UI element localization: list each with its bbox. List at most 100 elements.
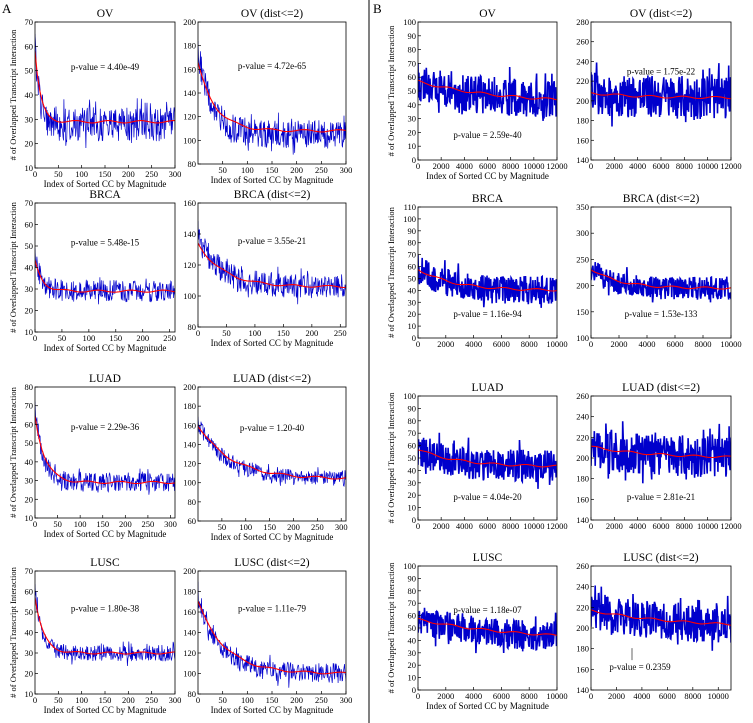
x-tick-label: 0 [589,521,593,531]
y-tick-label: 200 [183,566,196,576]
series-trend-line [591,609,731,626]
x-tick-label: 4000 [629,161,646,171]
series-raw-line [418,63,557,121]
series-raw-line [198,416,346,487]
y-tick-label: 260 [576,391,589,401]
x-tick-label: 150 [266,695,279,705]
y-tick-label: 60 [25,587,34,597]
y-axis-label: # of Overlapped Transcript Interaction [386,392,396,524]
x-tick-label: 200 [287,522,300,532]
series-trend-line [418,449,557,468]
y-tick-label: 160 [576,494,589,504]
x-tick-label: 250 [315,695,328,705]
y-tick-label: 20 [408,127,417,137]
y-tick-label: 120 [183,459,196,469]
y-tick-label: 10 [408,503,417,513]
x-tick-label: 100 [239,522,252,532]
x-tick-label: 0 [416,161,420,171]
chart-a-luad-dist: 60 80 100 120 140 160 180 200 50 100 150 200 250 300 L… [183,373,347,542]
x-tick-label: 0 [33,519,37,529]
series-trend-line [591,91,731,100]
x-tick-label: 100 [241,695,254,705]
series-trend-line [35,259,175,293]
y-tick-label: 50 [408,86,417,96]
x-tick-label: 8000 [502,161,519,171]
x-tick-label: 0 [416,521,420,531]
x-tick-label: 200 [290,695,303,705]
x-tick-label: 0 [196,695,200,705]
series-raw-line [591,421,731,484]
y-axis-label: # of Overlapped Transcript Interaction [386,562,396,694]
x-tick-label: 2000 [437,691,454,701]
series-trend-line [198,62,346,133]
series-trend-line [198,425,346,480]
x-tick-label: 8000 [695,339,712,349]
series-trend-line [198,242,346,289]
y-tick-label: 240 [576,582,589,592]
y-tick-label: 160 [183,420,196,430]
y-tick-label: 180 [576,116,589,126]
x-tick-label: 12000 [546,521,567,531]
x-tick-label: 200 [119,519,132,529]
chart-title: LUSC [90,557,120,569]
x-axis-label: Index of Sorted CC by Magnitude [44,705,167,715]
x-tick-label: 10000 [697,521,718,531]
x-tick-label: 8000 [676,521,693,531]
y-tick-label: 20 [408,490,417,500]
x-tick-label: 10000 [720,339,741,349]
x-tick-label: 12000 [546,161,567,171]
x-tick-label: 2000 [611,339,628,349]
y-tick-label: 50 [408,623,417,633]
y-tick-label: 70 [408,250,417,260]
y-tick-label: 200 [183,382,196,392]
p-value-annotation: p-value = 0.2359 [609,662,671,672]
chart-title: OV [479,8,496,20]
x-axis-label: Index of Sorted CC by Magnitude [211,705,334,715]
y-axis-label: # of Overlapped Transcript Interaction [8,201,18,333]
chart-a-lusc-dist: 80 100 120 140 160 180 200 0 50 100 150 200 250 300 LU… [183,557,352,715]
x-tick-label: 10000 [523,521,544,531]
y-tick-label: 100 [183,135,196,145]
y-tick-label: 100 [183,478,196,488]
y-tick-label: 100 [403,561,416,571]
y-tick-label: 30 [408,478,417,488]
x-tick-label: 6000 [493,339,510,349]
chart-title: BRCA [89,189,121,201]
x-tick-label: 6000 [659,691,676,701]
x-tick-label: 2000 [606,161,623,171]
chart-title: LUSC (dist<=2) [234,557,309,569]
chart-title: LUAD [89,373,121,385]
p-value-annotation: p-value = 1.20-40 [240,423,305,433]
plot-frame [417,206,558,339]
x-tick-label: 300 [340,165,353,175]
y-tick-label: 220 [576,76,589,86]
y-tick-label: 60 [25,419,34,429]
x-tick-label: 2000 [606,521,623,531]
chart-b-luad: 0 10 20 30 40 50 60 70 80 90 100 0 2000 4000 6000 8000 1… [386,382,568,531]
y-tick-label: 40 [25,457,34,467]
y-axis-label: # of Overlapped Transcript Interaction [8,566,18,698]
x-tick-label: 200 [122,695,135,705]
chart-title: OV (dist<=2) [241,8,303,20]
y-tick-label: 40 [408,285,417,295]
y-tick-label: 30 [25,114,34,124]
x-tick-label: 6000 [479,521,496,531]
y-tick-label: 110 [404,202,416,212]
x-tick-label: 100 [249,328,262,338]
x-tick-label: 12000 [720,161,741,171]
x-tick-label: 150 [266,165,279,175]
y-tick-label: 80 [188,322,197,332]
y-tick-label: 90 [408,226,417,236]
x-tick-label: 100 [75,695,88,705]
y-axis-label: # of Overlapped Transcript Interaction [386,25,396,157]
plot-frame [590,206,732,339]
y-tick-label: 300 [576,228,589,238]
y-tick-label: 180 [183,401,196,411]
chart-a-ov: 10 20 30 40 50 60 70 0 50 100 150 200 250 300 OV p-valu… [8,8,181,189]
x-tick-label: 4000 [456,161,473,171]
y-tick-label: 10 [25,163,34,173]
y-tick-label: 50 [25,66,34,76]
x-tick-label: 0 [589,691,593,701]
chart-a-ov-dist: 80 100 120 140 160 180 200 50 100 150 200 250 300 OV … [183,8,352,185]
